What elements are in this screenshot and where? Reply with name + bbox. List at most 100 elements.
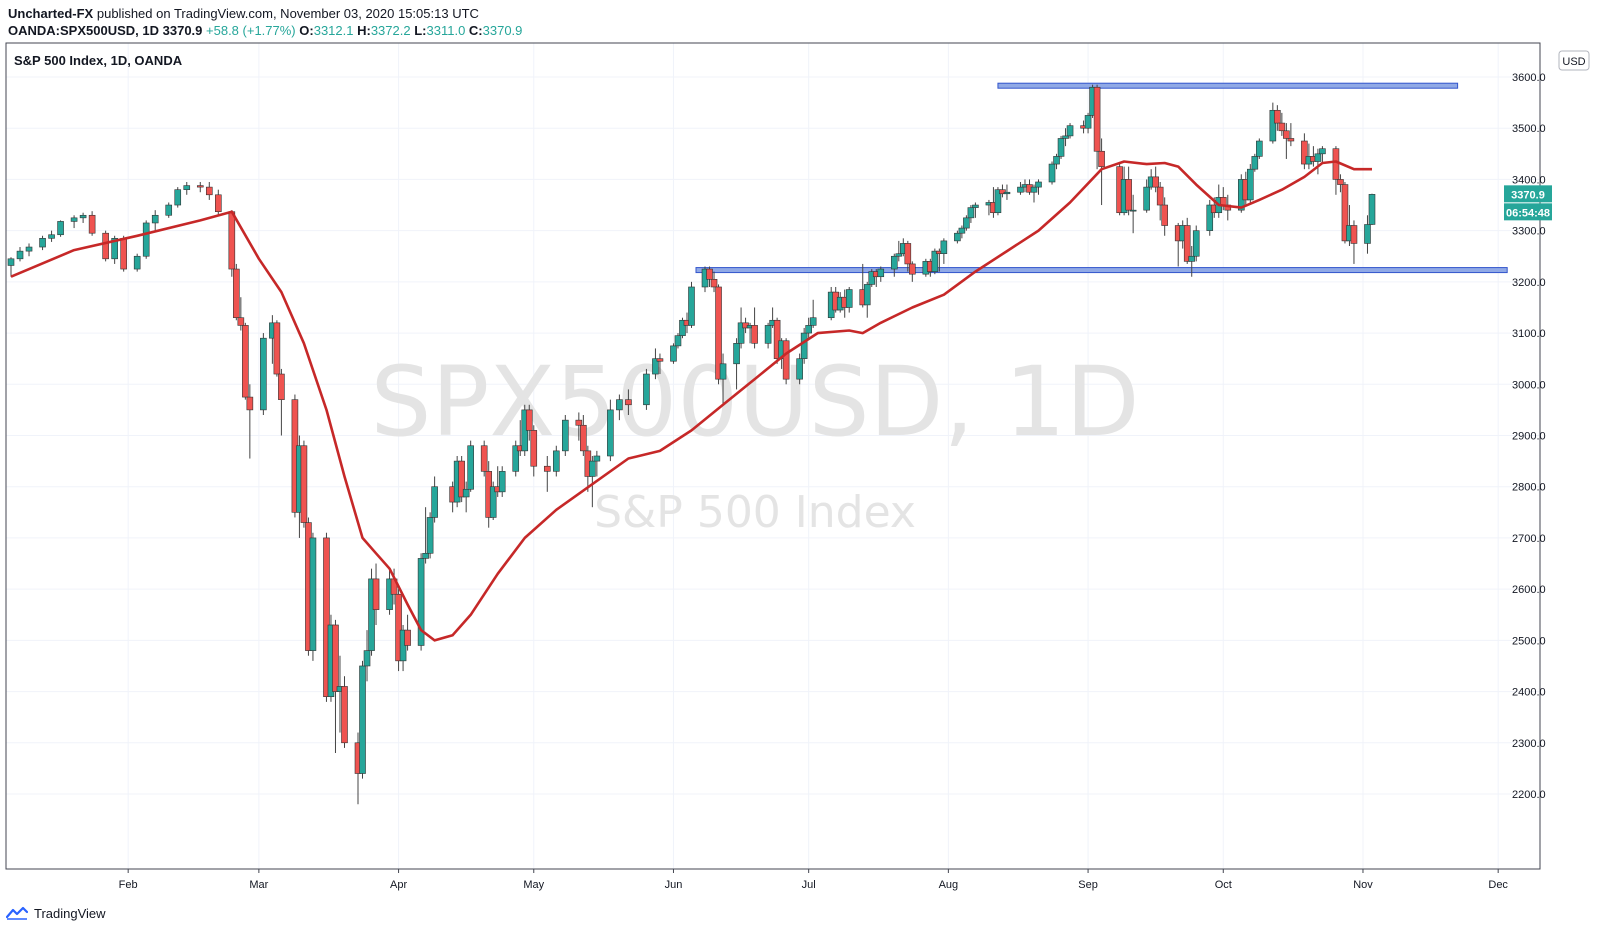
candle-down [215, 189, 222, 216]
ohlc-line: OANDA:SPX500USD, 1D 3370.9 +58.8 (+1.77%… [8, 23, 522, 38]
candle-up [498, 466, 506, 497]
candle-up [958, 225, 966, 239]
candle-up [890, 253, 898, 277]
candle-body [796, 358, 803, 380]
candle-up [1062, 128, 1069, 147]
candle-down [1301, 133, 1308, 170]
candle-body [88, 214, 96, 234]
candle-down [1337, 174, 1344, 193]
candle-up [165, 202, 173, 218]
candle-down [1341, 181, 1349, 244]
candle-body [79, 214, 87, 219]
candle-body [512, 445, 520, 472]
candle-body [963, 217, 970, 229]
candle-body [589, 460, 596, 477]
candle-body [1206, 204, 1214, 231]
candle-body [719, 363, 727, 380]
currency-box [1558, 50, 1590, 71]
low-label: L: [414, 23, 427, 38]
candle-up [1247, 164, 1254, 203]
candle-body [1143, 186, 1150, 211]
candle-up [70, 215, 78, 229]
chart-title: S&P 500 Index, 1D, OANDA [14, 53, 183, 68]
candle-down [715, 284, 722, 385]
candle-body [710, 278, 718, 288]
candle-up [552, 445, 560, 477]
candle-body [1188, 255, 1196, 262]
candle-down [751, 307, 758, 349]
last-price-badge-label: 3370.9 [1511, 189, 1545, 201]
candle-body [228, 211, 236, 270]
candle-body [1364, 224, 1371, 244]
candle-up [39, 235, 46, 251]
candle-body [363, 650, 371, 667]
candle-up [174, 187, 182, 208]
candle-up [895, 240, 903, 262]
price-axis[interactable]: 2200.0 2300.0 2400.0 2500.0 2600.0 2700.0 2800… [1512, 72, 1546, 801]
candle-up [607, 399, 614, 462]
candle-down [332, 619, 339, 754]
candle-body [1183, 225, 1191, 262]
candle-up [1017, 181, 1024, 195]
candle-up [737, 307, 745, 349]
watermark-name: S&P 500 Index [594, 487, 916, 538]
candle-body [1098, 150, 1105, 167]
candle-up [462, 481, 470, 513]
horizontal-level [695, 267, 1508, 274]
candle-up [1066, 123, 1074, 139]
footer-brand-text: TradingView [34, 905, 106, 921]
candle-body [733, 343, 740, 365]
candle-body [395, 593, 402, 662]
candle-body [1332, 148, 1340, 180]
candle-body [431, 486, 438, 518]
candle-body [1251, 156, 1259, 170]
close-label: C: [468, 23, 483, 38]
candle-down [1283, 123, 1290, 159]
candle-body [967, 207, 975, 219]
candle-body [877, 268, 885, 278]
candle-down [1278, 112, 1286, 136]
candle-down [323, 532, 330, 702]
candle-body [404, 629, 411, 646]
candle-up [79, 212, 87, 223]
candle-up [809, 299, 817, 328]
candle-body [309, 537, 317, 651]
candle-up [142, 220, 150, 259]
candle-body [1283, 130, 1290, 139]
candle-down [1183, 217, 1191, 264]
candle-down [904, 240, 912, 272]
candle-up [1314, 148, 1322, 175]
candle-body [1301, 140, 1308, 165]
time-tick-label: Dec [1488, 879, 1508, 891]
candle-up [963, 215, 970, 231]
footer-brand[interactable]: TradingView [6, 902, 106, 924]
candle-body [323, 537, 330, 697]
candle-up [796, 353, 803, 385]
price-chart[interactable]: SPX500USD, 1D S&P 500 Index S&P 500 Inde… [0, 0, 1606, 900]
candle-body [1129, 209, 1137, 212]
candle-down [1287, 123, 1295, 147]
candle-up [1188, 246, 1196, 277]
candle-body [359, 665, 366, 774]
candle-body [1152, 176, 1159, 188]
candle-body [737, 322, 745, 344]
candle-up [845, 286, 853, 313]
candle-up [16, 247, 24, 262]
candle-up [260, 333, 267, 416]
candle-up [1057, 135, 1065, 159]
publisher-name[interactable]: Uncharted-FX [8, 6, 94, 21]
candle-down [909, 261, 916, 282]
candle-body [57, 221, 64, 236]
candle-up [1035, 179, 1042, 195]
candle-down [999, 184, 1006, 198]
high-value: 3372.2 [370, 23, 411, 38]
candle-up [863, 281, 871, 318]
candle-up [417, 553, 425, 651]
candle-body [1192, 230, 1200, 257]
candle-body [417, 558, 425, 646]
time-axis[interactable]: Feb Mar Apr May Jun Jul Aug Sep Oct Nov Dec [119, 869, 1509, 891]
price-tick-label: 2700.0 [1512, 533, 1546, 545]
candle-up [1251, 153, 1259, 172]
candle-up [512, 440, 520, 477]
candle-down [656, 353, 664, 375]
